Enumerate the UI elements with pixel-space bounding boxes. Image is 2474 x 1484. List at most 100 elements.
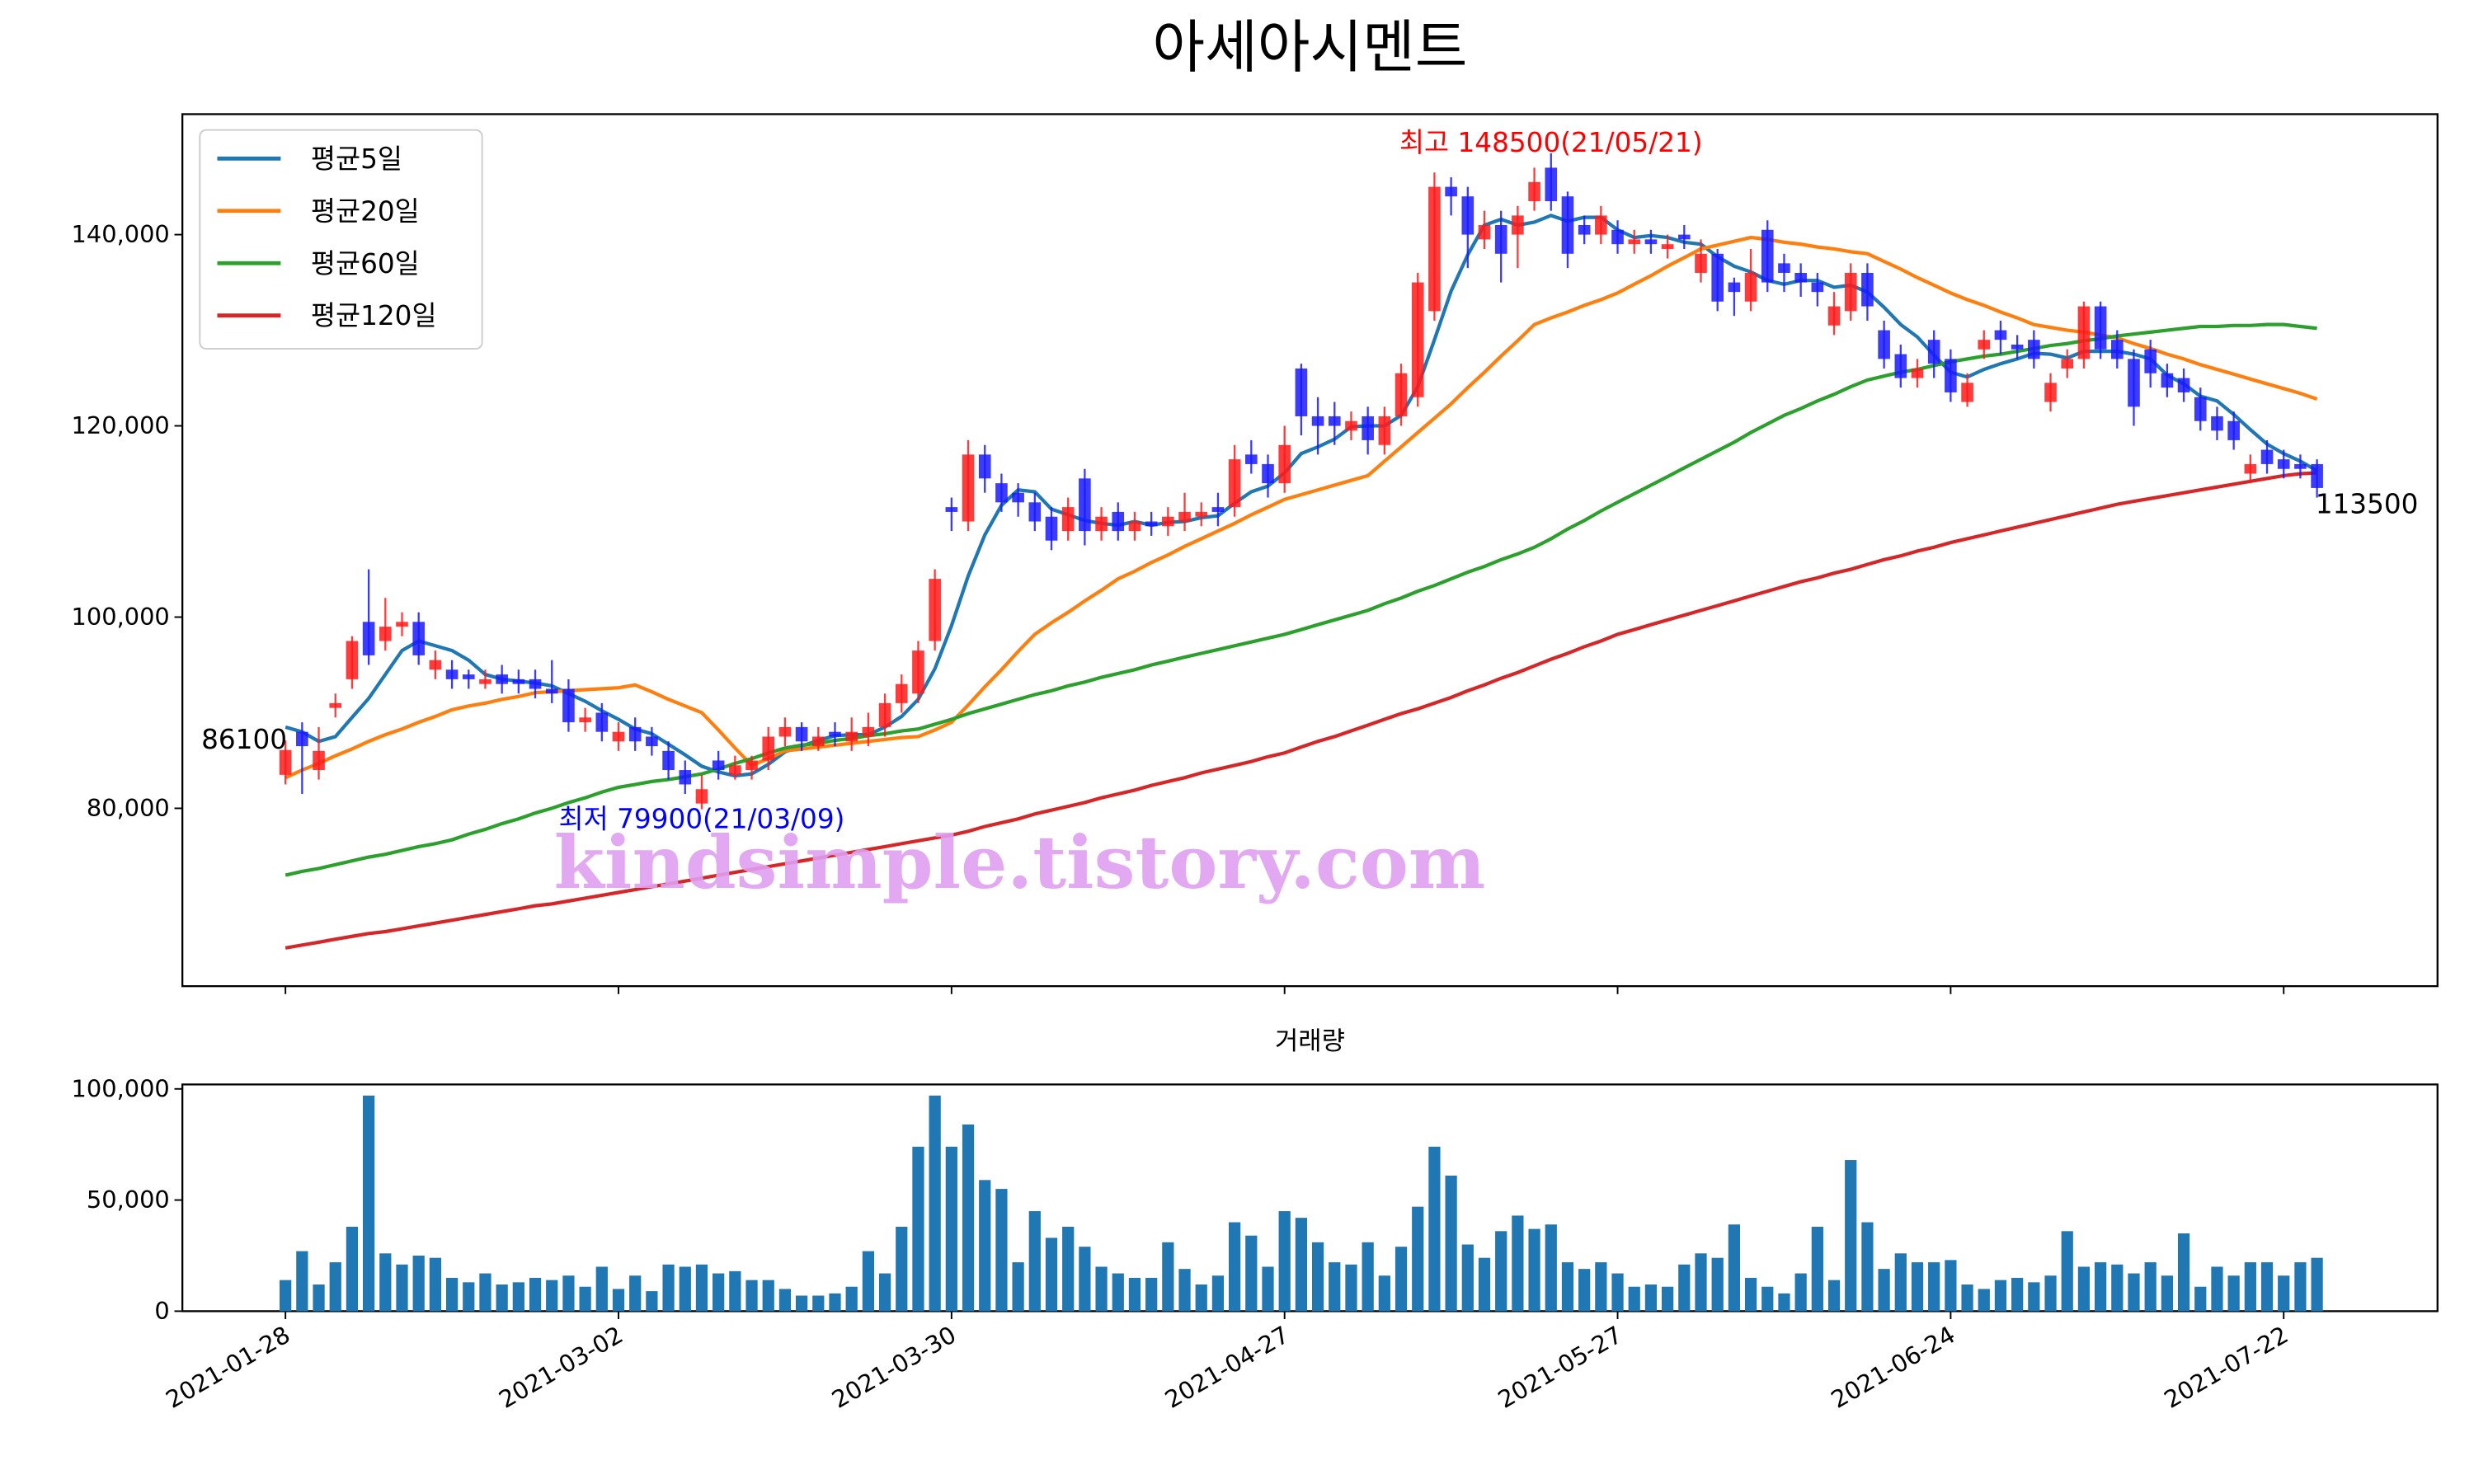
candle-body — [1978, 340, 1991, 350]
candle-body — [862, 726, 875, 737]
candle-body — [1611, 229, 1624, 245]
candle-body — [1794, 272, 1807, 283]
y-tick-label: 50,000 — [87, 1186, 170, 1214]
volume-bar — [1611, 1273, 1624, 1312]
volume-bar — [496, 1284, 508, 1312]
volume-bar — [1761, 1286, 1774, 1312]
candle-body — [1778, 263, 1790, 273]
candle-body — [1362, 416, 1374, 440]
volume-bar — [1811, 1226, 1823, 1312]
candle-body — [346, 641, 359, 679]
volume-bar — [1711, 1257, 1724, 1312]
candle-body — [496, 674, 508, 684]
candle-body — [1112, 511, 1125, 532]
candle-body — [1228, 459, 1241, 508]
volume-bar — [1229, 1222, 1241, 1312]
annotation: 최고 148500(21/05/21) — [1399, 127, 1703, 158]
volume-bar — [762, 1280, 774, 1312]
volume-bar — [1845, 1160, 1857, 1312]
volume-bar — [796, 1295, 808, 1312]
volume-bar — [1345, 1264, 1357, 1312]
volume-bar — [2028, 1282, 2040, 1312]
volume-bar — [1794, 1273, 1807, 1312]
volume-bar — [1045, 1237, 1058, 1312]
volume-bar — [845, 1286, 858, 1312]
volume-bar — [1028, 1211, 1041, 1312]
volume-bar — [579, 1286, 591, 1312]
volume-bar — [2144, 1262, 2157, 1312]
volume-bar — [1961, 1284, 1973, 1312]
volume-bar — [1778, 1293, 1790, 1312]
candle-body — [313, 750, 325, 771]
candle-body — [729, 765, 741, 775]
candle-body — [1595, 215, 1607, 235]
volume-bar — [778, 1289, 792, 1312]
volume-bar — [1478, 1257, 1491, 1312]
candle-body — [1945, 359, 1957, 392]
candle-body — [1711, 253, 1724, 302]
volume-bar — [379, 1253, 392, 1312]
candle-body — [2161, 373, 2174, 388]
volume-bar — [745, 1280, 758, 1312]
candle-body — [1378, 416, 1391, 445]
volume-bar — [2061, 1231, 2073, 1312]
candle-body — [962, 454, 975, 522]
candle-body — [795, 726, 808, 742]
volume-bar — [1878, 1269, 1890, 1312]
volume-bar — [1578, 1269, 1591, 1312]
candle-body — [2211, 416, 2223, 431]
volume-bar — [2095, 1262, 2107, 1312]
candle-body — [2061, 359, 2074, 369]
candle-body — [1012, 492, 1024, 503]
volume-bar — [1095, 1266, 1108, 1312]
volume-bar — [429, 1257, 441, 1312]
candle-body — [1145, 521, 1158, 527]
candle-body — [1911, 368, 1924, 378]
volume-bar — [1662, 1286, 1674, 1312]
annotation: 최저 79900(21/03/09) — [559, 804, 845, 835]
candle-body — [1095, 516, 1108, 532]
candle-body — [1295, 368, 1308, 416]
volume-bar — [812, 1295, 825, 1312]
candle-body — [1894, 354, 1907, 378]
volume-bar — [1695, 1253, 1707, 1312]
volume-bar — [1928, 1262, 1940, 1312]
volume-bar — [1211, 1275, 1225, 1312]
candle-body — [1494, 224, 1507, 254]
volume-bar — [1262, 1266, 1274, 1312]
candle-body — [445, 669, 459, 679]
volume-bar — [1278, 1211, 1291, 1312]
candle-body — [1512, 215, 1524, 235]
candle-body — [1878, 330, 1890, 359]
candle-body — [362, 622, 375, 655]
volume-bar — [1311, 1242, 1324, 1312]
legend-label: 평균120일 — [311, 300, 437, 331]
volume-bar — [862, 1251, 874, 1312]
volume-bar — [829, 1293, 841, 1312]
volume-bar — [1545, 1224, 1557, 1312]
candle-body — [745, 760, 758, 771]
candle-body — [1861, 272, 1874, 307]
volume-bar — [1561, 1262, 1574, 1312]
candle-body — [512, 679, 525, 684]
candle-body — [646, 736, 658, 747]
candle-body — [1278, 444, 1291, 484]
candle-body — [1211, 507, 1225, 512]
volume-frame — [181, 1083, 2439, 1313]
candle-body — [628, 726, 642, 742]
candle-body — [1245, 454, 1258, 464]
volume-bar — [2278, 1275, 2290, 1312]
volume-bar — [1362, 1242, 1374, 1312]
volume-bar — [1827, 1280, 1841, 1312]
volume-bar — [995, 1189, 1008, 1312]
candle-body — [1311, 416, 1324, 426]
annotation: 113500 — [2316, 489, 2419, 520]
candle-body — [1811, 282, 1824, 293]
y-tick-label: 140,000 — [72, 220, 170, 248]
candle-body — [2011, 344, 2024, 350]
y-tick-label: 0 — [154, 1297, 169, 1325]
candle-body — [1827, 306, 1841, 326]
candle-body — [545, 688, 558, 694]
volume-bar — [2227, 1275, 2240, 1312]
volume-bar — [1595, 1262, 1607, 1312]
